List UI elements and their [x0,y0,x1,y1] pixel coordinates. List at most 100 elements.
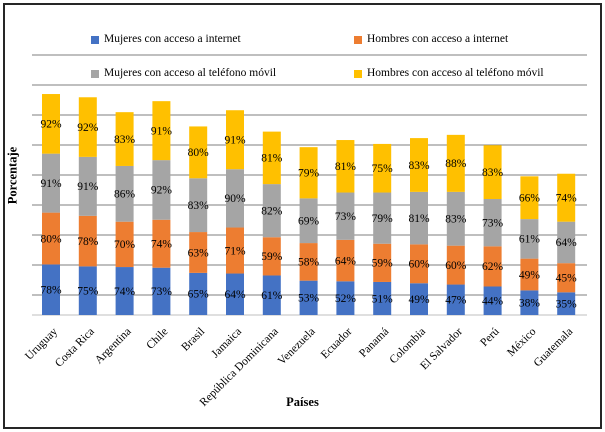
category-label: Argentina [93,326,134,367]
data-label: 75% [77,286,99,298]
data-label: 51% [372,293,394,305]
bar-segment [557,173,576,222]
bar-segment [262,237,281,276]
legend-label: Hombres con acceso a internet [367,33,509,45]
bar-segment [299,147,318,199]
bar-segment [115,221,134,268]
bar-segment [262,275,281,315]
category-label: Chile [144,326,170,352]
data-label: 75% [372,163,394,175]
x-axis-title: Países [286,395,319,409]
bar-segment [226,169,244,228]
data-label: 83% [482,167,504,179]
bar-segment [520,290,539,315]
data-label: 74% [151,239,173,251]
bar-segment [373,281,392,315]
bar-segment [483,199,502,247]
data-label: 60% [408,259,430,271]
data-label: 64% [224,289,246,301]
bar-segment [520,219,539,259]
data-label: 73% [151,286,173,298]
legend-item-mujeres-internet: Mujeres con acceso a internet [91,33,241,46]
bar-segment [226,273,244,315]
bar-segment [336,140,355,193]
bar-segment [226,110,244,170]
data-label: 80% [40,233,62,245]
bar-segment [152,160,171,220]
category-label: Costa Rica [53,326,97,370]
legend-swatch-mujeres-movil-icon [91,69,99,78]
bar-segment [115,165,134,222]
bar-segment [262,131,281,185]
y-axis-title: Porcentaje [5,146,20,205]
data-label: 91% [40,178,62,190]
bar-segment [189,272,208,315]
data-label: 49% [519,269,541,281]
category-label: Uruguay [23,325,60,362]
data-label: 92% [40,119,62,131]
data-label: 88% [445,158,467,170]
bar-segment [78,97,97,157]
category-label: Perú [478,325,502,349]
bar-segment [557,263,576,293]
bar-segment [189,232,208,273]
data-label: 81% [261,153,283,165]
data-label: 92% [151,185,173,197]
data-label: 73% [482,217,504,229]
bar-segment [520,176,539,220]
bar-segment [446,284,465,315]
legend-swatch-hombres-internet-icon [354,35,362,44]
bar-segment [373,143,392,193]
legend-swatch-hombres-movil-icon [354,69,362,78]
bar-segment [373,243,392,282]
bar-segment [446,191,465,246]
bar-segment [78,215,97,267]
data-label: 91% [151,125,173,137]
data-label: 91% [224,135,246,147]
data-label: 79% [298,168,320,180]
data-label: 65% [188,289,210,301]
bar-segment [446,245,465,285]
data-label: 90% [224,193,246,205]
bar-segment [520,258,539,291]
chart-frame: 78% 80% 91% 92% 75% 78% 91% 92% 74% 70% 86% 83% 73% 7… [3,3,602,429]
data-label: 78% [77,236,99,248]
category-label: Panamá [357,326,391,360]
bar-segment [42,153,60,213]
bar-segment [152,101,171,161]
data-label: 47% [445,295,467,307]
bar-segment [189,178,208,233]
data-label: 83% [445,214,467,226]
data-label: 63% [188,247,210,259]
legend-item-hombres-internet: Hombres con acceso a internet [354,33,509,46]
data-label: 74% [114,286,136,298]
bar-segment [299,198,318,244]
data-label: 44% [482,296,504,308]
data-label: 83% [188,200,210,212]
data-label: 60% [445,260,467,272]
data-label: 79% [372,213,394,225]
bar-segment [78,266,97,315]
data-label: 62% [482,261,504,273]
bar-segment [115,267,134,315]
bar-segment [336,281,355,315]
data-label: 58% [298,257,320,269]
bar-segment [557,221,576,264]
data-label: 81% [335,161,357,173]
data-label: 70% [114,239,136,251]
data-label: 35% [556,298,578,310]
data-label: 59% [372,258,394,270]
data-label: 81% [408,213,430,225]
bar-segment [557,292,576,315]
data-label: 66% [519,193,541,205]
category-label: Ecuador [319,326,355,362]
legend-item-hombres-movil: Hombres con acceso al teléfono móvil [354,67,544,80]
bar-segment [262,184,281,238]
data-label: 52% [335,293,357,305]
data-label: 92% [77,122,99,134]
data-label: 69% [298,216,320,228]
bar-segment [78,156,97,216]
bar-segment [189,126,208,179]
category-label: Venezuela [276,326,318,368]
